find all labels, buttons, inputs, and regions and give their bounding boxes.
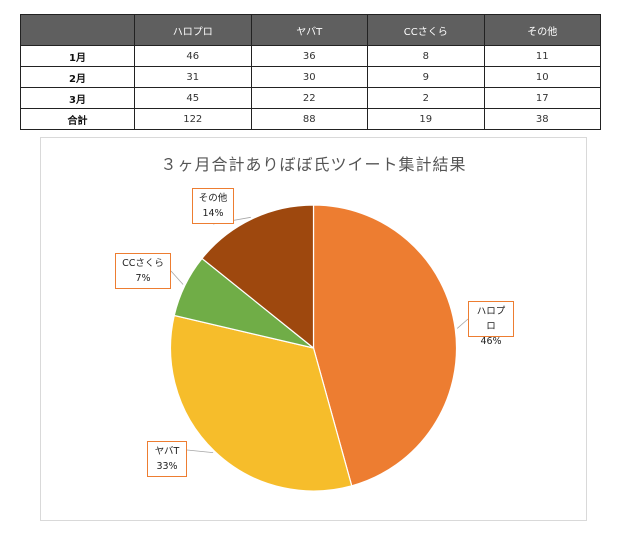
- data-label: ハロプロ 46%: [468, 301, 514, 347]
- table-header-cell: ハロプロ: [134, 14, 252, 46]
- table-cell: 46: [134, 45, 252, 67]
- pie-slice: [169, 314, 353, 492]
- table-header-cell: その他: [483, 14, 601, 46]
- table-header-row: ハロプロ ヤバT CCさくら その他: [20, 14, 601, 46]
- table-cell: 31: [134, 66, 252, 88]
- pie-chart-plot: [169, 204, 469, 492]
- pie-slice: [312, 204, 458, 487]
- row-label: 1月: [20, 45, 135, 67]
- data-table: ハロプロ ヤバT CCさくら その他 1月 46 36 8 11 2月 31 3…: [20, 14, 601, 130]
- leader-line: [456, 318, 469, 329]
- table-cell: 22: [250, 87, 368, 109]
- data-label-percent: 33%: [156, 461, 178, 472]
- row-label: 3月: [20, 87, 135, 109]
- table-cell: 17: [483, 87, 601, 109]
- chart-title: ３ヶ月合計ありぼぼ氏ツイート集計結果: [160, 155, 467, 174]
- table-cell: 38: [483, 108, 601, 130]
- row-label: 2月: [20, 66, 135, 88]
- table-total-row: 合計 122 88 19 38: [20, 108, 601, 130]
- table-row: 2月 31 30 9 10: [20, 66, 601, 88]
- table-row: 3月 45 22 2 17: [20, 87, 601, 109]
- table-cell: 88: [250, 108, 368, 130]
- data-label-category: CCさくら: [122, 258, 164, 269]
- table-cell: 8: [367, 45, 485, 67]
- data-label: ヤバT 33%: [147, 441, 187, 477]
- table-cell: 45: [134, 87, 252, 109]
- data-label-percent: 46%: [480, 336, 502, 347]
- pie-slice: [201, 204, 315, 350]
- table-cell: 122: [134, 108, 252, 130]
- data-label-category: ヤバT: [154, 446, 180, 457]
- table-cell: 9: [367, 66, 485, 88]
- table-cell: 30: [250, 66, 368, 88]
- table-cell: 36: [250, 45, 368, 67]
- data-label-category: その他: [198, 193, 228, 204]
- pie-chart: ３ヶ月合計ありぼぼ氏ツイート集計結果 ハロプロ 46% ヤバT 33% CCさくら 7% そ…: [40, 137, 587, 521]
- table-cell: 2: [367, 87, 485, 109]
- data-label-category: ハロプロ: [476, 306, 506, 332]
- table-header-cell: ヤバT: [250, 14, 368, 46]
- table-header-corner: [20, 14, 135, 46]
- data-label-percent: 7%: [135, 273, 151, 284]
- row-label: 合計: [20, 108, 135, 130]
- table-cell: 10: [483, 66, 601, 88]
- data-label: CCさくら 7%: [115, 253, 171, 289]
- table-row: 1月 46 36 8 11: [20, 45, 601, 67]
- data-label: その他 14%: [192, 188, 234, 224]
- data-label-percent: 14%: [202, 208, 224, 219]
- leader-line: [170, 270, 184, 285]
- leader-line: [186, 449, 214, 453]
- table-cell: 11: [483, 45, 601, 67]
- table-header-cell: CCさくら: [367, 14, 485, 46]
- table-cell: 19: [367, 108, 485, 130]
